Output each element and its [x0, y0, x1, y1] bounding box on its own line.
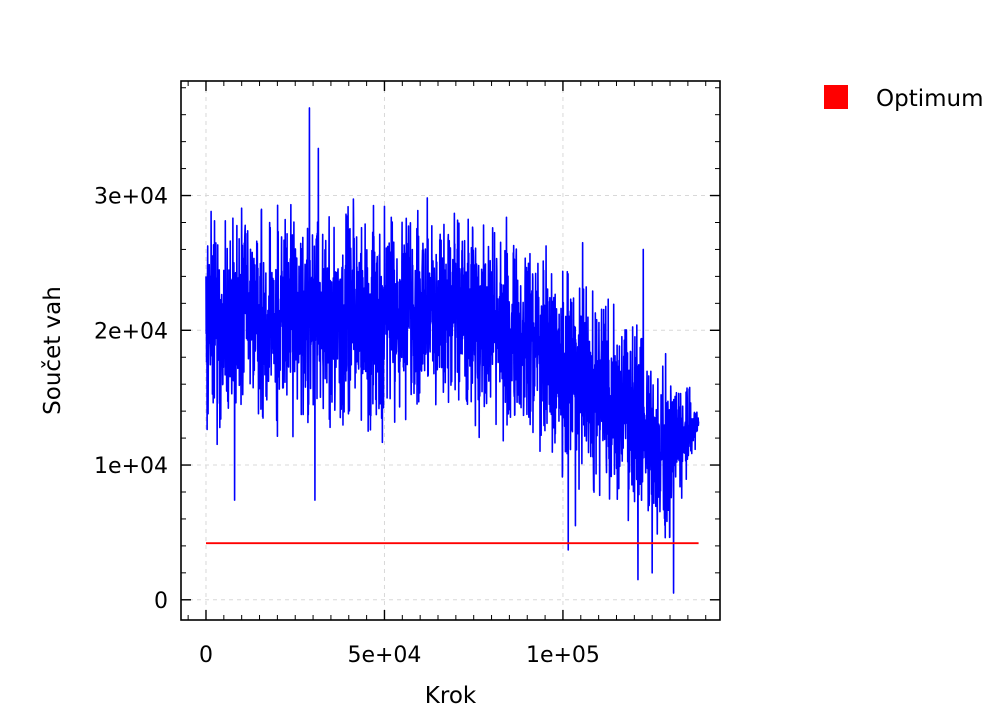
legend-swatch-optimum [824, 85, 848, 109]
x-tick-label: 5e+04 [347, 643, 421, 668]
y-tick-label: 1e+04 [94, 454, 168, 479]
axes [180, 80, 721, 621]
legend-label-optimum: Optimum [876, 86, 984, 112]
x-tick-label: 0 [199, 643, 213, 668]
legend: Optimum [824, 85, 984, 112]
y-axis-label: Součet vah [40, 286, 66, 415]
x-tick-label: 1e+05 [526, 643, 600, 668]
y-tick-label: 2e+04 [94, 319, 168, 344]
plot-frame [180, 80, 721, 621]
data-series [205, 107, 700, 594]
tick-marks: 0 5e+04 1e+05 0 1e+04 2e+04 3e+04 [94, 81, 720, 668]
series-line-trace [205, 107, 700, 594]
x-axis-label: Krok [425, 683, 477, 709]
y-tick-label: 0 [154, 589, 168, 614]
y-tick-label: 3e+04 [94, 185, 168, 210]
